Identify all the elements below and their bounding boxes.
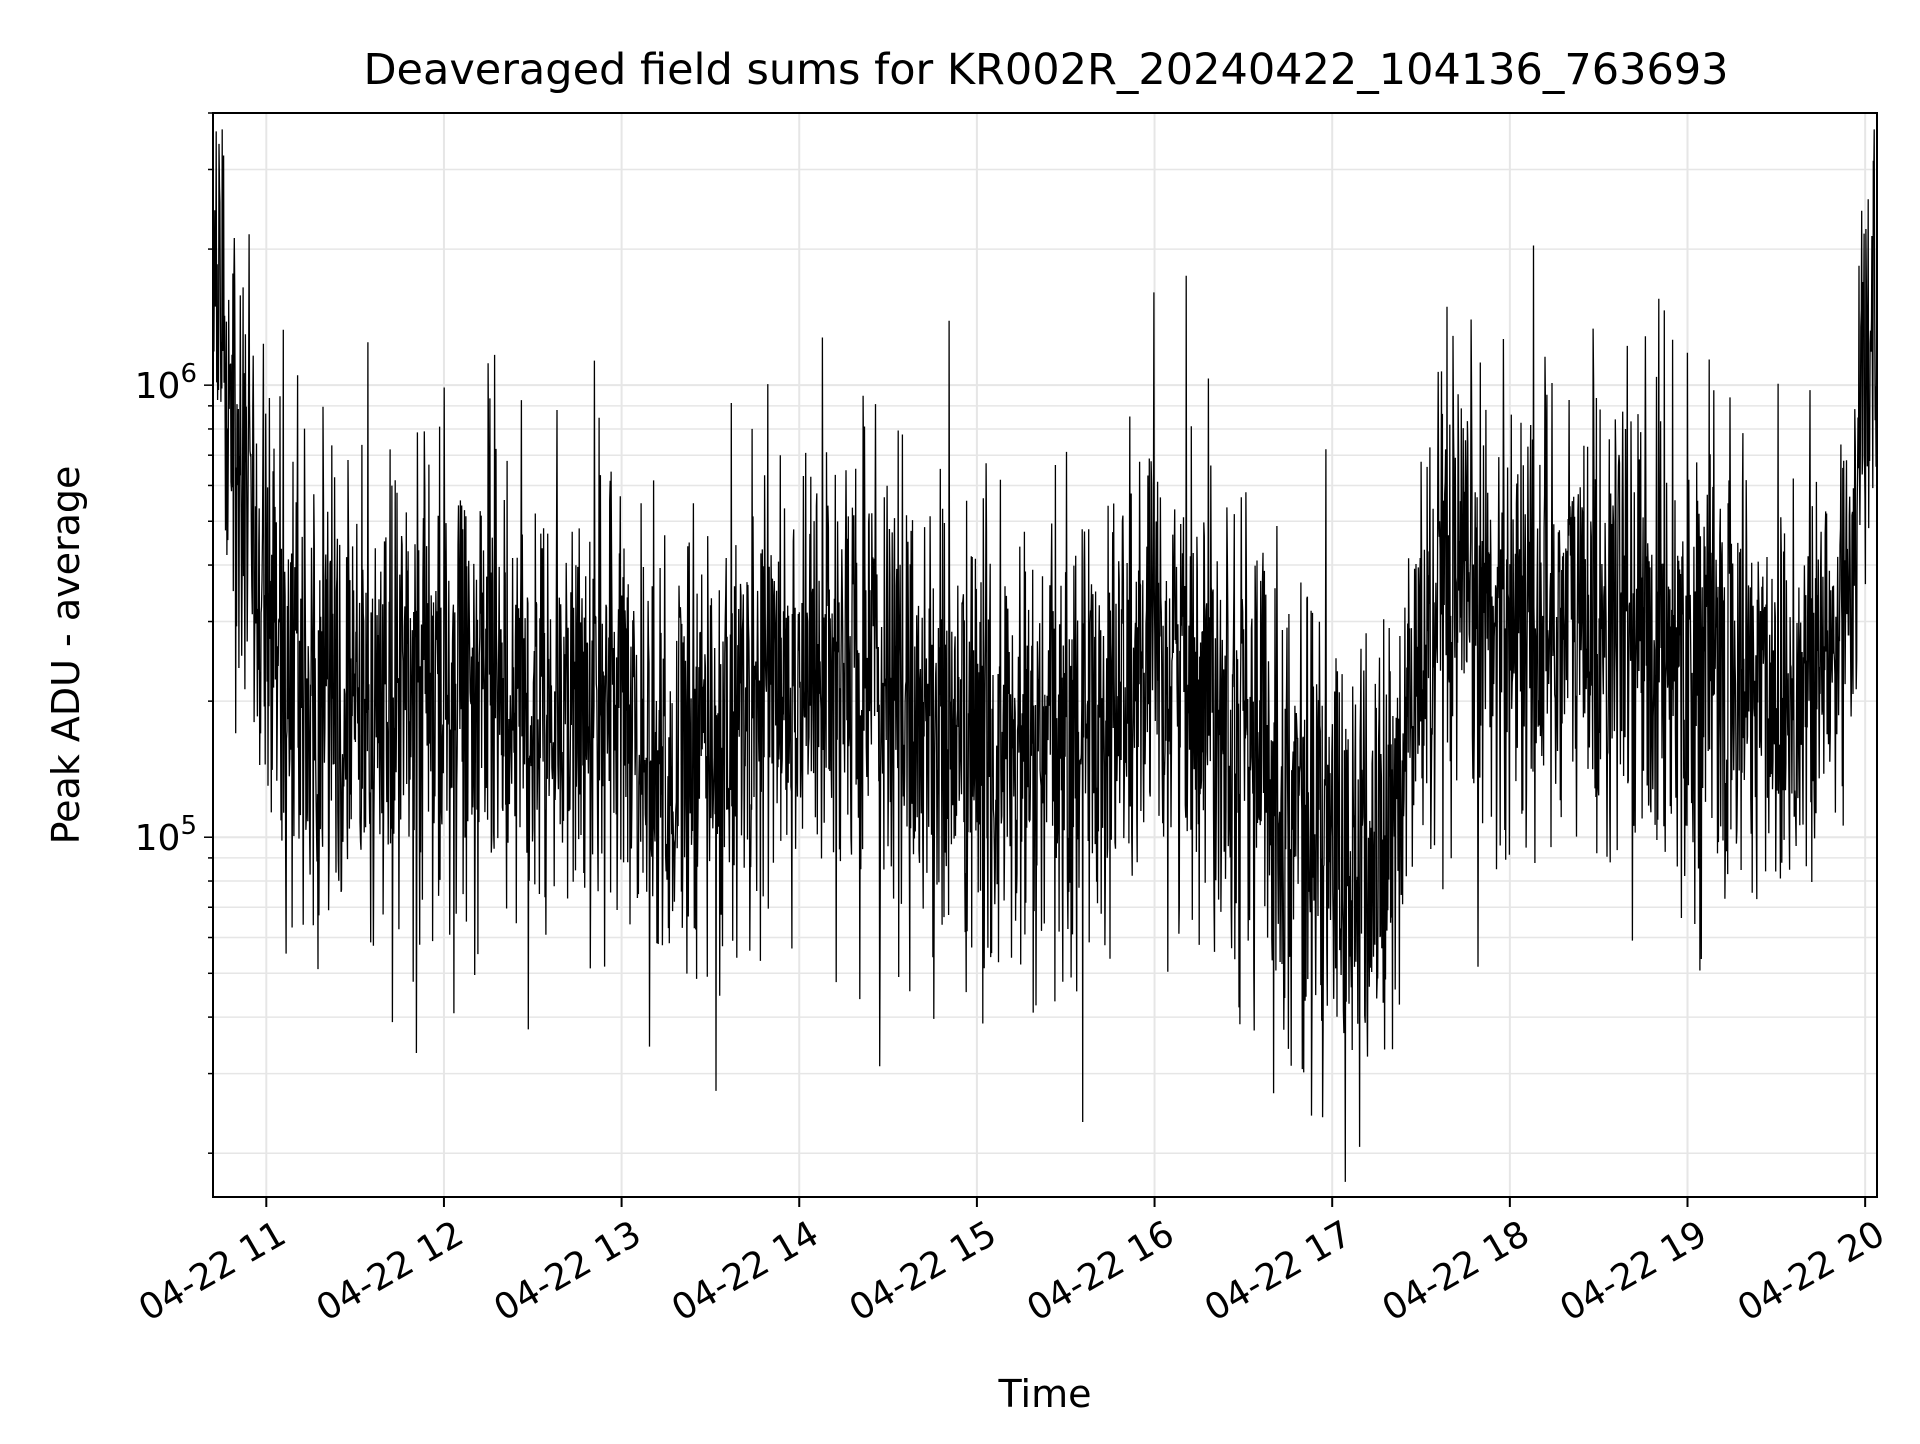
y-axis-ticks: 105 106 — [135, 112, 213, 1154]
x-axis-label: Time — [998, 1372, 1092, 1416]
y-tick-label: 106 — [135, 359, 197, 407]
y-tick-label: 105 — [135, 811, 197, 859]
y-axis-label: Peak ADU - average — [44, 466, 88, 845]
plot-area — [213, 129, 1877, 1182]
chart-title: Deaveraged field sums for KR002R_2024042… — [363, 45, 1728, 95]
series-line — [213, 129, 1877, 1182]
axes-frame — [212, 112, 1878, 1198]
